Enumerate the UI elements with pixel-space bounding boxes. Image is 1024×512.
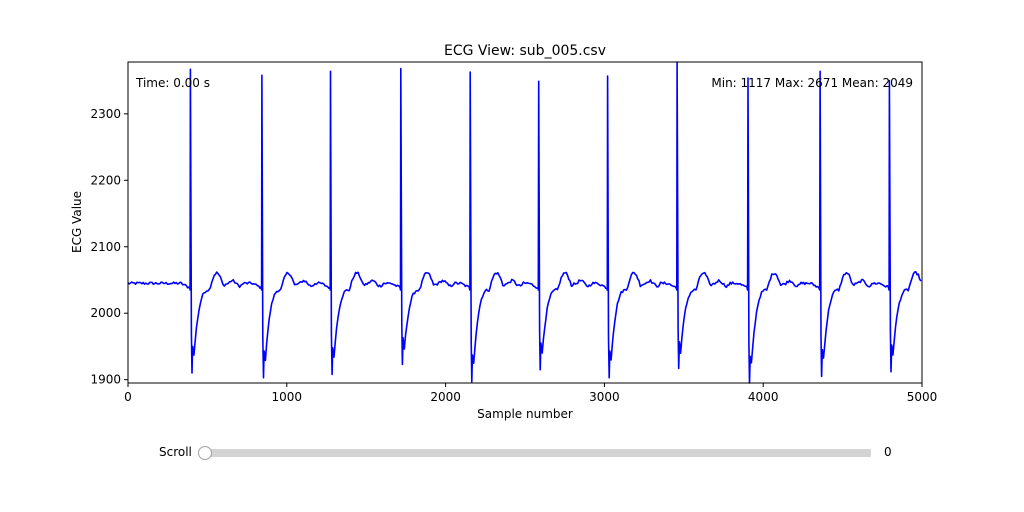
x-axis-label: Sample number (477, 407, 573, 421)
y-tick-label: 2000 (90, 306, 121, 320)
stats-annotation: Min: 1117 Max: 2671 Mean: 2049 (711, 76, 913, 90)
axes-frame (127, 61, 923, 384)
y-tick-label: 2300 (90, 107, 121, 121)
x-tick-label: 5000 (907, 390, 938, 404)
y-tick-label: 2200 (90, 173, 121, 187)
y-tick-label: 1900 (90, 373, 121, 387)
y-axis: 1900 2000 2100 2200 2300 (90, 107, 128, 387)
y-tick-label: 2100 (90, 240, 121, 254)
slider-track[interactable] (198, 446, 871, 460)
slider-handle[interactable] (198, 446, 212, 460)
x-tick-label: 3000 (589, 390, 620, 404)
x-tick-label: 2000 (430, 390, 461, 404)
time-annotation: Time: 0.00 s (135, 76, 210, 90)
ecg-series-line (127, 61, 922, 384)
x-tick-label: 4000 (748, 390, 779, 404)
chart-title: ECG View: sub_005.csv (444, 43, 606, 59)
x-tick-label: 0 (124, 390, 132, 404)
scroll-slider: Scroll 0 (150, 440, 910, 466)
slider-value: 0 (884, 445, 892, 459)
x-axis: 0 1000 2000 3000 4000 5000 (124, 383, 937, 404)
slider-label: Scroll (159, 445, 192, 459)
y-axis-label: ECG Value (70, 191, 84, 253)
plot-area (127, 61, 923, 384)
x-tick-label: 1000 (272, 390, 303, 404)
